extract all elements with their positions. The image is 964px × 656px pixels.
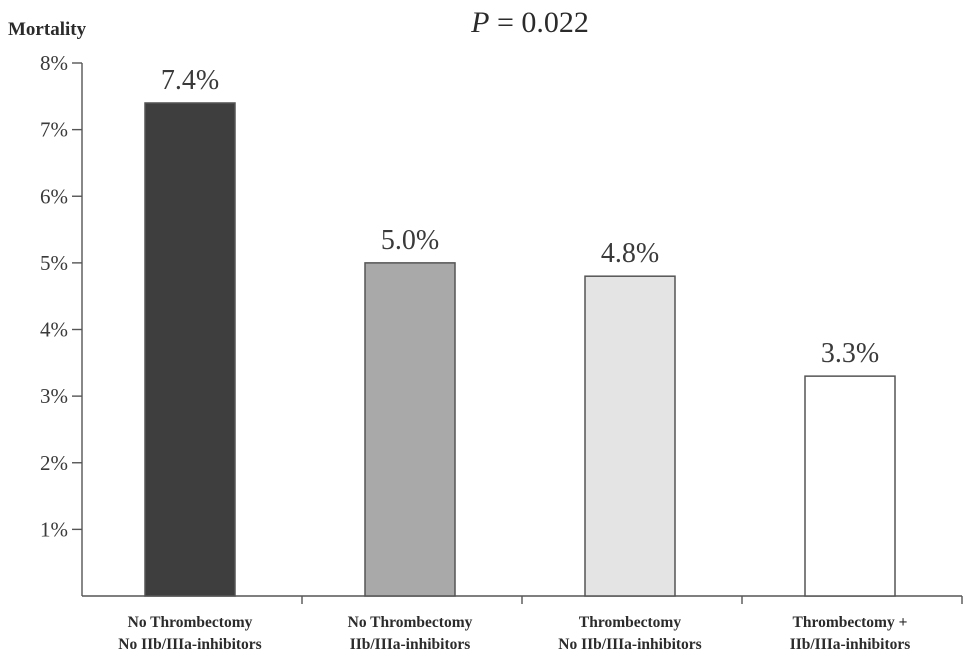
y-tick-label: 7% bbox=[40, 118, 68, 142]
bar bbox=[585, 276, 675, 596]
p-value-annotation: P = 0.022 bbox=[470, 6, 589, 39]
y-tick-label: 2% bbox=[40, 451, 68, 475]
category-label: IIb/IIIa-inhibitors bbox=[350, 636, 471, 653]
y-tick-label: 8% bbox=[40, 51, 68, 75]
y-tick-label: 4% bbox=[40, 318, 68, 342]
data-label: 5.0% bbox=[381, 225, 439, 256]
y-axis-title: Mortality bbox=[8, 19, 87, 40]
p-symbol: P bbox=[470, 6, 489, 39]
y-tick-label: 1% bbox=[40, 517, 68, 541]
labels: 7.4% No Thrombectomy No IIb/IIIa-inhibitor… bbox=[118, 65, 910, 653]
y-tick-label: 5% bbox=[40, 251, 68, 275]
category-label: No Thrombectomy bbox=[348, 614, 473, 631]
category-label: Thrombectomy + bbox=[793, 614, 908, 631]
category-label: No IIb/IIIa-inhibitors bbox=[558, 636, 701, 653]
p-value-text: = 0.022 bbox=[489, 6, 588, 39]
data-label: 3.3% bbox=[821, 338, 879, 369]
data-label: 4.8% bbox=[601, 238, 659, 269]
category-label: IIb/IIIa-inhibitors bbox=[790, 636, 911, 653]
category-label: No Thrombectomy bbox=[128, 614, 253, 631]
bar bbox=[805, 376, 895, 596]
bar bbox=[145, 103, 235, 596]
bars bbox=[145, 103, 895, 596]
bar bbox=[365, 263, 455, 596]
category-label: No IIb/IIIa-inhibitors bbox=[118, 636, 261, 653]
category-label: Thrombectomy bbox=[579, 614, 681, 631]
y-tick-label: 3% bbox=[40, 384, 68, 408]
y-tick-label: 6% bbox=[40, 184, 68, 208]
data-label: 7.4% bbox=[161, 65, 219, 96]
